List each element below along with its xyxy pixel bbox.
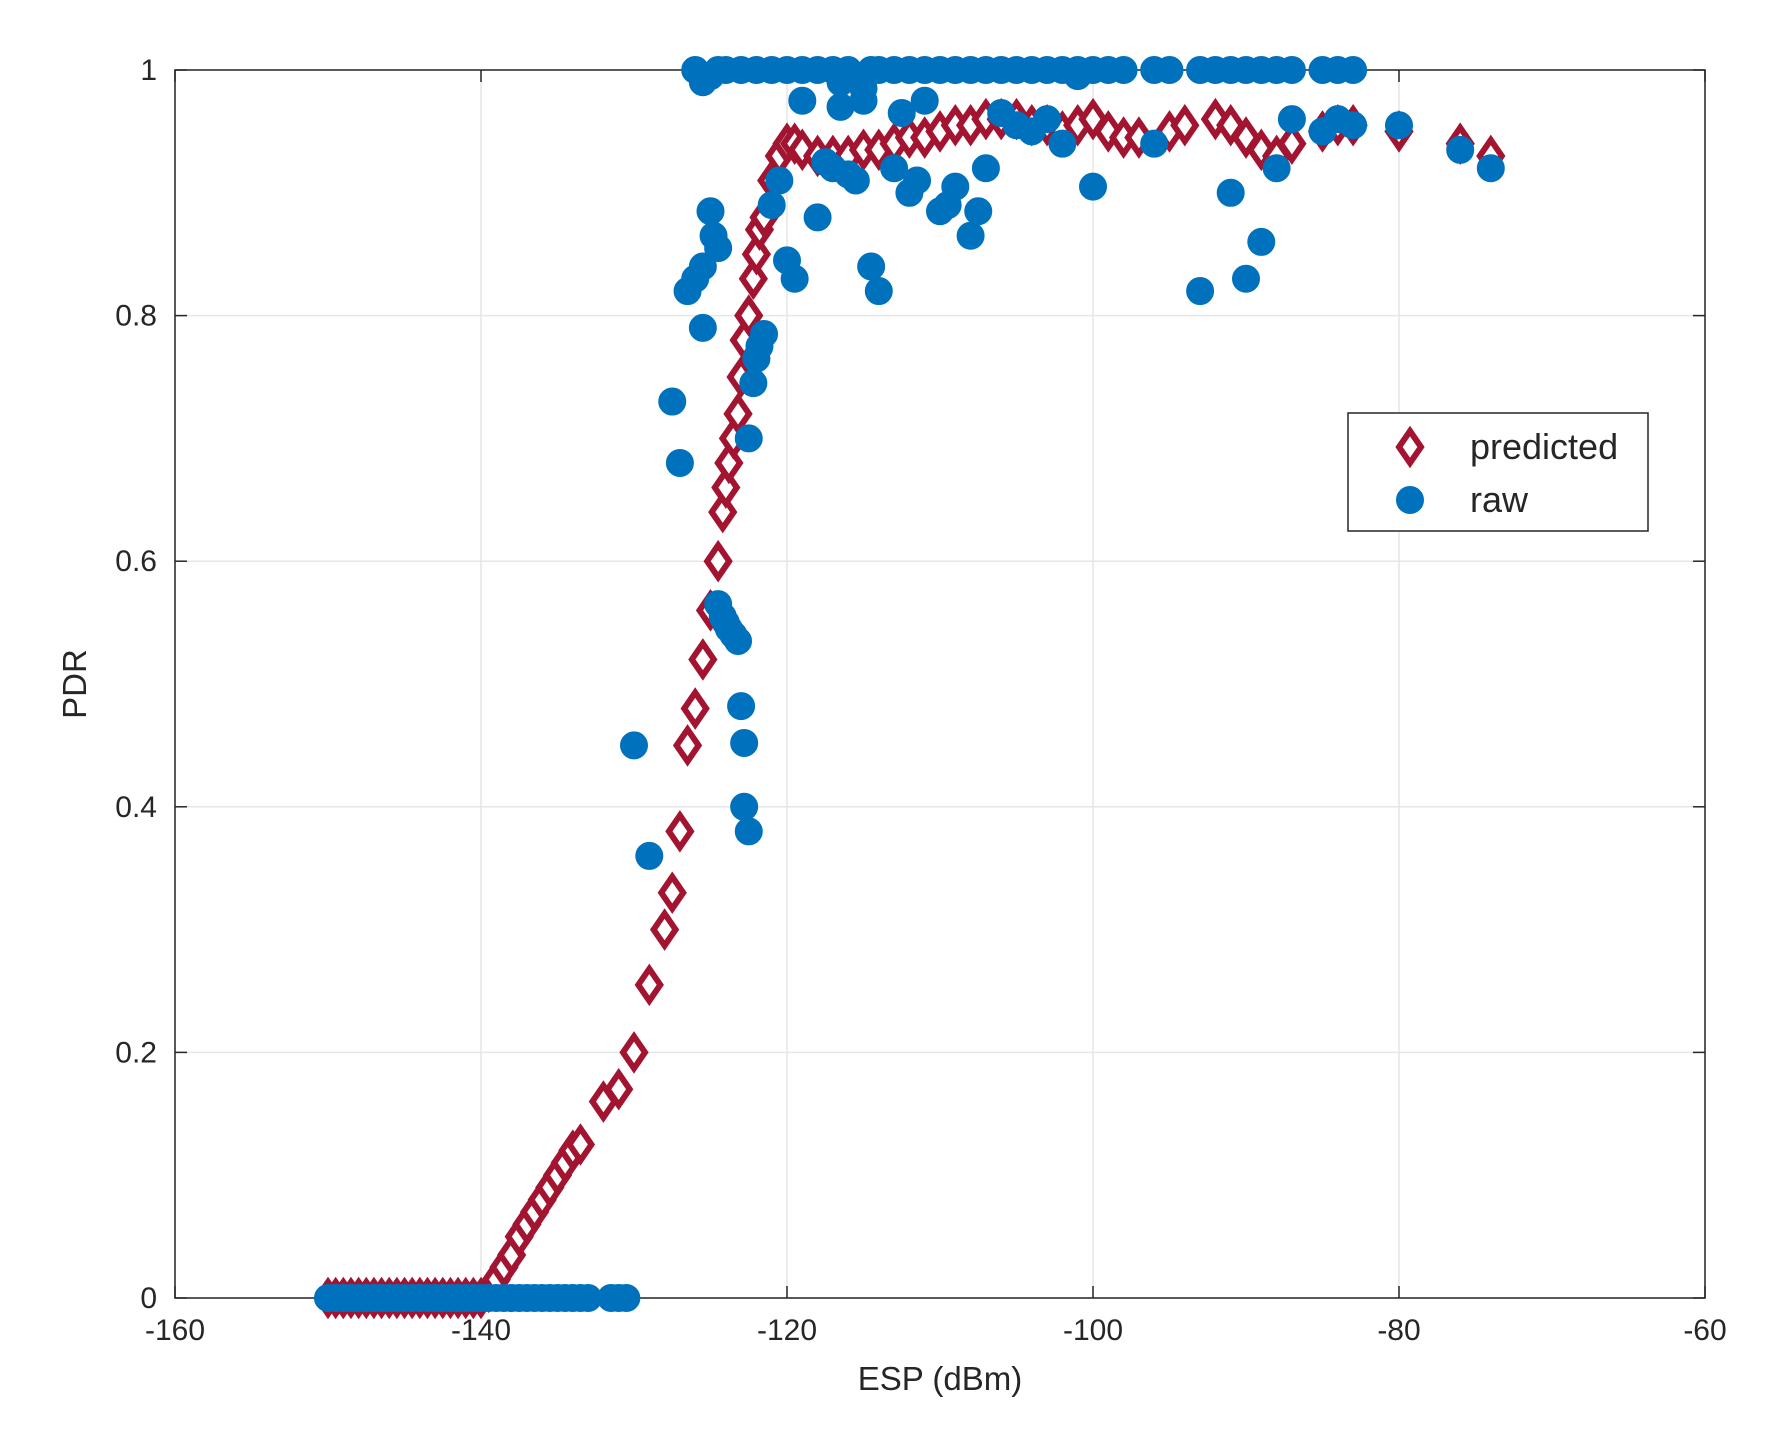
raw-point [964,197,993,226]
raw-point [688,252,717,281]
x-tick-label: -160 [145,1314,205,1347]
raw-point [887,98,916,127]
predicted-point [649,908,680,951]
y-tick-label: 0.4 [115,791,157,824]
raw-point [1048,129,1077,158]
raw-point [1262,154,1291,183]
predicted-point [680,687,710,730]
raw-point [803,203,832,232]
raw-point [910,86,939,115]
series-raw [314,56,1505,1312]
raw-point [1385,111,1413,140]
raw-point [1155,56,1184,84]
raw-point [971,154,1000,183]
predicted-point [634,963,664,1007]
predicted-point [703,539,733,583]
raw-point [658,387,687,416]
predicted-point [688,638,718,681]
raw-point [941,172,970,201]
x-tick-label: -140 [451,1314,511,1347]
predicted-point [734,294,764,337]
raw-point [1339,56,1368,84]
raw-point [826,92,855,121]
raw-point [734,817,763,846]
x-tick-label: -60 [1683,1314,1726,1347]
raw-point [757,191,786,220]
raw-point [724,627,753,656]
raw-point [1446,135,1475,164]
x-tick-label: -80 [1377,1314,1420,1347]
legend: predicted raw [1347,412,1649,532]
y-axis-label: PDR [56,649,93,719]
raw-point [750,320,779,349]
legend-label-predicted: predicted [1470,426,1618,467]
raw-point [1079,172,1107,201]
raw-point [1277,105,1306,134]
raw-point [1247,227,1276,256]
raw-point [857,252,886,281]
raw-point [1186,277,1215,306]
predicted-point [604,1067,634,1111]
raw-point [1216,178,1245,207]
raw-point [688,313,717,342]
raw-point [903,166,932,195]
y-tick-label: 0.6 [115,545,157,578]
predicted-point [1277,122,1307,165]
raw-point [1140,129,1169,158]
raw-point [620,731,648,760]
raw-point [1033,105,1062,134]
raw-point [1476,154,1505,183]
predicted-point [708,490,738,534]
raw-point [727,692,756,721]
raw-point [864,277,893,306]
raw-point [730,792,759,821]
raw-point [780,264,809,293]
axis-ticks: -160 -140 -120 -100 -80 -60 0 0.2 0.4 0.6 0.8 1 [115,54,1726,1347]
predicted-point [1170,103,1200,147]
x-tick-label: -100 [1063,1314,1123,1347]
raw-point [1232,264,1260,293]
legend-marker-predicted [1395,425,1425,469]
raw-point [1109,56,1138,84]
raw-point [1339,111,1368,140]
predicted-point [619,1031,649,1074]
predicted-point [665,810,695,853]
y-tick-label: 1 [140,54,157,87]
x-tick-label: -120 [757,1314,817,1347]
raw-point [734,424,763,453]
raw-point [635,841,664,870]
raw-point [704,234,733,263]
predicted-point [672,724,703,767]
y-tick-label: 0.8 [115,300,157,333]
y-tick-label: 0 [140,1282,157,1315]
raw-point [841,166,870,195]
legend-box [1347,412,1649,532]
predicted-point [657,871,687,915]
legend-diamond [1395,425,1425,469]
x-axis-label: ESP (dBm) [858,1360,1022,1397]
raw-point [696,197,725,226]
raw-point [730,728,759,757]
legend-circle [1396,486,1424,514]
y-tick-label: 0.2 [115,1036,157,1069]
data-points [313,56,1506,1320]
legend-marker-raw [1396,486,1424,514]
raw-point [956,221,985,250]
raw-point [788,86,817,115]
raw-point [665,448,694,477]
raw-point [765,166,794,195]
raw-point [612,1284,641,1312]
raw-point [880,154,909,183]
legend-label-raw: raw [1470,479,1529,520]
raw-point [1277,56,1306,84]
predicted-point [565,1123,596,1166]
raw-point [739,369,768,398]
